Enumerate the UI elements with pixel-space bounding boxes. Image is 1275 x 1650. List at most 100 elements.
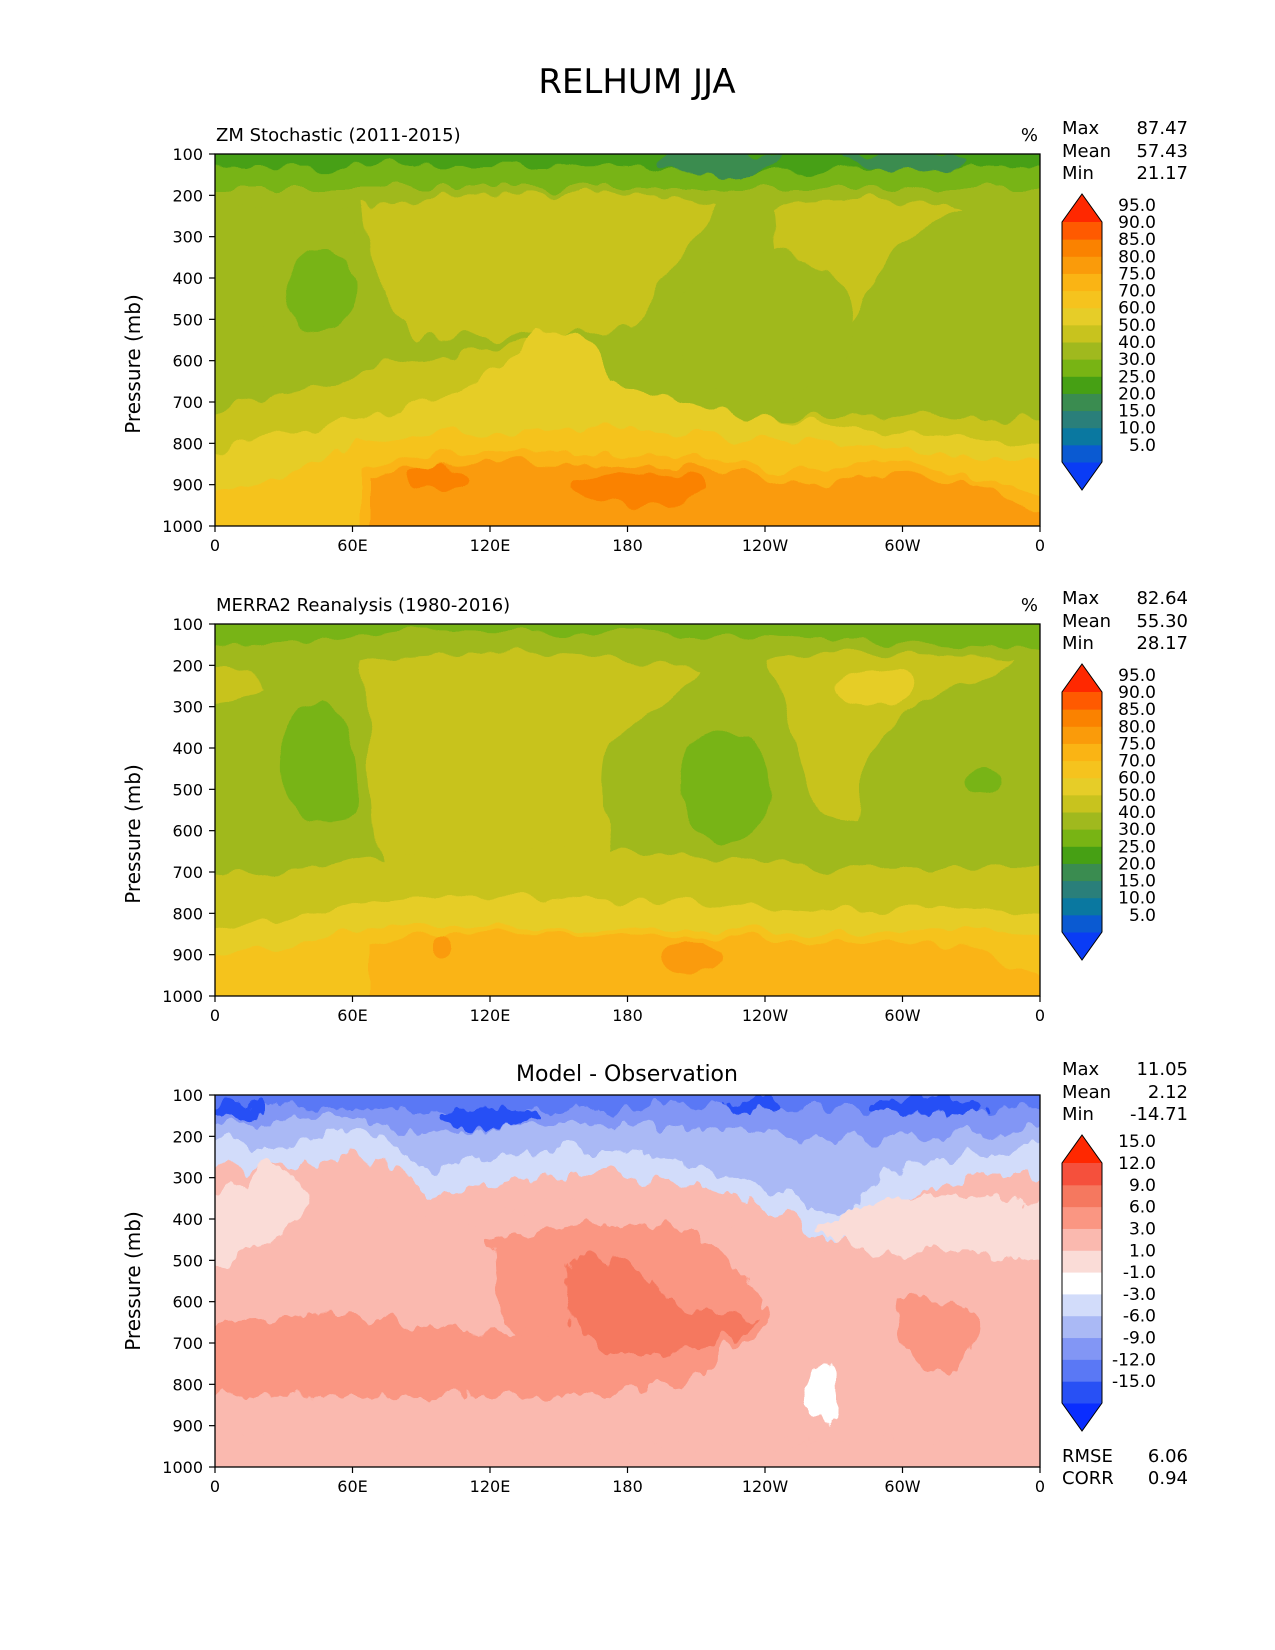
- colorbar-label: 95.0: [1118, 196, 1156, 216]
- x-tick-label: 180: [612, 1477, 643, 1496]
- y-tick-label: 400: [172, 1210, 203, 1229]
- y-tick-label: 800: [172, 434, 203, 453]
- stat-mean-label: Mean: [1062, 611, 1111, 632]
- y-tick-label: 100: [172, 145, 203, 164]
- stat-max-value: 82.64: [1136, 588, 1188, 609]
- colorbar-label: 25.0: [1118, 837, 1156, 857]
- stat-mean-label: Mean: [1062, 141, 1111, 162]
- skill-scores: RMSE 6.06 CORR 0.94: [1062, 1446, 1188, 1489]
- colorbar-label: 30.0: [1118, 350, 1156, 370]
- colorbar-segment: [1062, 290, 1102, 309]
- panel-title: MERRA2 Reanalysis (1980-2016): [216, 595, 510, 616]
- stat-max-label: Max: [1062, 1059, 1100, 1080]
- colorbar-label: 3.0: [1129, 1219, 1156, 1239]
- colorbar-outline: [1061, 663, 1103, 961]
- x-tick-label: 0: [1035, 536, 1045, 555]
- y-tick-label: 600: [172, 352, 203, 371]
- figure-title: RELHUM JJA: [538, 62, 735, 102]
- stat-min-label: Min: [1062, 163, 1094, 184]
- colorbar-segment: [1062, 692, 1102, 710]
- colorbar-outline: [1061, 193, 1103, 491]
- stat-max-label: Max: [1062, 118, 1100, 139]
- colorbar-segment: [1062, 342, 1102, 360]
- y-tick-label: 300: [172, 698, 203, 717]
- colorbar-segment: [1062, 410, 1102, 429]
- colorbar-segment: [1062, 1228, 1102, 1251]
- y-tick-label: 800: [172, 904, 203, 923]
- panel-title: ZM Stochastic (2011-2015): [216, 125, 461, 146]
- colorbar-label: 12.0: [1118, 1154, 1156, 1174]
- panel-difference: Model - Observation: [121, 1059, 1188, 1496]
- x-tick-label: 120E: [470, 1477, 511, 1496]
- colorbar-label: 85.0: [1118, 230, 1156, 250]
- stat-max-value: 87.47: [1136, 118, 1188, 139]
- y-tick-label: 700: [172, 1334, 203, 1353]
- colorbar-label: 75.0: [1118, 734, 1156, 754]
- x-tick-label: 0: [210, 1477, 220, 1496]
- colorbar-segment: [1062, 1315, 1102, 1339]
- colorbar-extend-max: [1062, 1135, 1102, 1163]
- x-tick-label: 120W: [742, 1477, 789, 1496]
- stats-block: Max 82.64 Mean 55.30 Min 28.17: [1062, 588, 1188, 654]
- x-tick-label: 60W: [884, 536, 920, 555]
- colorbar-label: 50.0: [1118, 316, 1156, 336]
- x-tick-label: 60W: [884, 1477, 920, 1496]
- colorbar-label: 40.0: [1118, 803, 1156, 823]
- colorbar-label: -3.0: [1123, 1285, 1156, 1305]
- corr-label: CORR: [1062, 1468, 1114, 1489]
- rmse-value: 6.06: [1148, 1446, 1188, 1467]
- colorbar-segment: [1062, 1184, 1102, 1208]
- contour-field: [215, 1095, 1040, 1467]
- colorbar-segment: [1062, 1293, 1102, 1317]
- x-tick-label: 60W: [884, 1006, 920, 1025]
- y-tick-label: 700: [172, 393, 203, 412]
- colorbar-label: 80.0: [1118, 717, 1156, 737]
- y-tick-label: 1000: [162, 517, 203, 536]
- y-tick-label: 200: [172, 186, 203, 205]
- colorbar-segment: [1062, 743, 1102, 762]
- colorbar-extend-min: [1062, 932, 1102, 960]
- colorbar-label: 15.0: [1118, 872, 1156, 892]
- stat-min-label: Min: [1062, 633, 1094, 654]
- y-tick-label: 900: [172, 946, 203, 965]
- stat-min-label: Min: [1062, 1104, 1094, 1125]
- colorbar-label: 25.0: [1118, 367, 1156, 387]
- stat-max-label: Max: [1062, 588, 1100, 609]
- x-tick-label: 180: [612, 536, 643, 555]
- colorbar-label: 20.0: [1118, 854, 1156, 874]
- y-tick-label: 500: [172, 1251, 203, 1270]
- colorbar-segment: [1062, 307, 1102, 326]
- colorbar-segment: [1062, 1206, 1102, 1229]
- x-tick-label: 60E: [337, 1477, 367, 1496]
- y-tick-label: 300: [172, 228, 203, 247]
- y-tick-label: 100: [172, 615, 203, 634]
- y-axis-label: Pressure (mb): [121, 1211, 145, 1351]
- stat-mean-label: Mean: [1062, 1082, 1111, 1103]
- colorbar-segment: [1062, 709, 1102, 727]
- colorbar-segment: [1062, 777, 1102, 796]
- colorbar-segment: [1062, 829, 1102, 847]
- colorbar-label: 6.0: [1129, 1198, 1156, 1218]
- colorbar-label: 5.0: [1129, 906, 1156, 926]
- colorbar-label: 50.0: [1118, 786, 1156, 806]
- colorbar-label: 10.0: [1118, 419, 1156, 439]
- colorbar-segment: [1062, 1272, 1102, 1295]
- colorbar-label: 85.0: [1118, 700, 1156, 720]
- colorbar-segment: [1062, 1381, 1102, 1404]
- colorbar-segment: [1062, 1250, 1102, 1273]
- colorbar-segment: [1062, 914, 1102, 933]
- units-label: %: [1021, 595, 1038, 616]
- colorbar-segment: [1062, 1337, 1102, 1360]
- y-tick-label: 600: [172, 822, 203, 841]
- x-tick-label: 0: [1035, 1477, 1045, 1496]
- y-tick-label: 600: [172, 1293, 203, 1312]
- rmse-label: RMSE: [1062, 1446, 1113, 1467]
- stat-min-value: 28.17: [1136, 633, 1188, 654]
- y-tick-label: 1000: [162, 1458, 203, 1477]
- contour-field: [215, 624, 1040, 996]
- colorbar-segment: [1062, 726, 1102, 744]
- colorbar-segment: [1062, 897, 1102, 916]
- y-tick-label: 400: [172, 739, 203, 758]
- corr-value: 0.94: [1148, 1468, 1188, 1489]
